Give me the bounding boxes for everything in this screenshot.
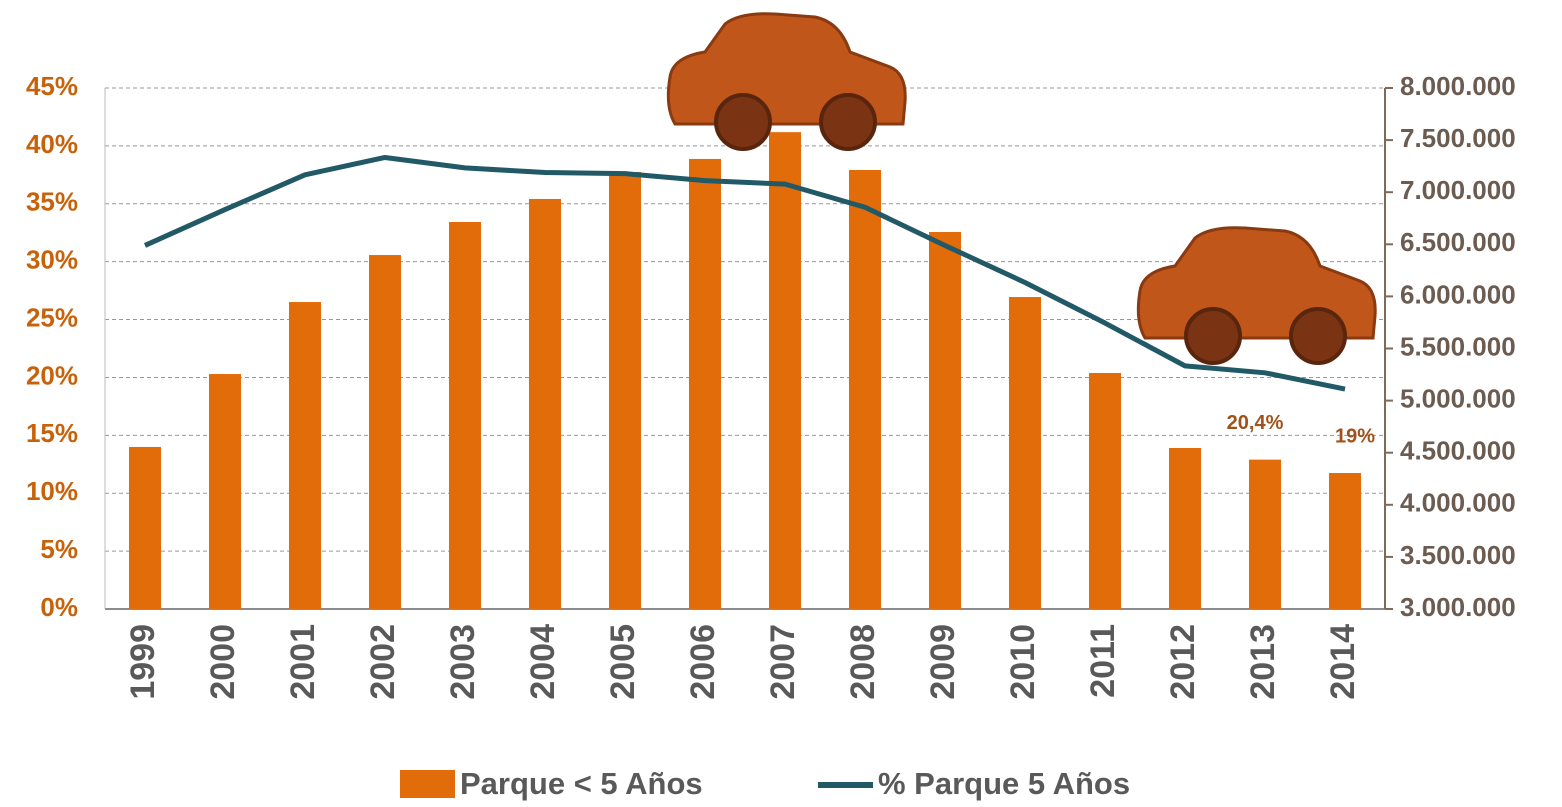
y-tick-label: 25% — [26, 302, 78, 332]
legend-swatch — [400, 770, 455, 798]
value-label: 19% — [1335, 425, 1375, 447]
y2-tick-label: 6.000.000 — [1400, 279, 1516, 309]
y-tick-label: 15% — [26, 418, 78, 448]
bar — [369, 255, 401, 609]
bar — [1089, 373, 1121, 609]
y-tick-label: 5% — [40, 534, 78, 564]
y2-tick-label: 6.500.000 — [1400, 227, 1516, 257]
bar — [529, 199, 561, 609]
x-tick-label: 2007 — [764, 624, 802, 700]
y-tick-label: 20% — [26, 360, 78, 390]
bar — [689, 159, 721, 609]
y2-tick-label: 8.000.000 — [1400, 71, 1516, 101]
bar — [289, 302, 321, 609]
chart: 0% 5% 10% 15% 20% 25% 30% 35% 40% 45% 3.000.000 3.5… — [0, 0, 1562, 807]
x-tick-label: 2014 — [1324, 624, 1362, 700]
y2-tick-label: 7.500.000 — [1400, 123, 1516, 153]
x-tick-label: 2001 — [284, 624, 322, 700]
bar — [609, 172, 641, 609]
legend-label: Parque < 5 Años — [460, 766, 703, 801]
car-icon — [1138, 228, 1375, 363]
car-icon — [668, 14, 905, 149]
x-tick-label: 2002 — [364, 624, 402, 700]
x-tick-label: 2013 — [1244, 624, 1282, 700]
y-tick-label: 35% — [26, 187, 78, 217]
y2-tick-label: 5.500.000 — [1400, 331, 1516, 361]
x-tick-label: 2008 — [844, 624, 882, 700]
value-label: 20,4% — [1227, 412, 1284, 434]
x-tick-label: 2006 — [684, 624, 722, 700]
bar — [209, 374, 241, 609]
x-tick-label: 2005 — [604, 624, 642, 700]
y-tick-label: 0% — [40, 592, 78, 622]
y2-tick-label: 5.000.000 — [1400, 383, 1516, 413]
y2-tick-label: 3.500.000 — [1400, 540, 1516, 570]
bar — [449, 222, 481, 609]
bar — [929, 232, 961, 609]
x-tick-label: 2010 — [1004, 624, 1042, 700]
y-tick-label: 10% — [26, 476, 78, 506]
x-tick-label: 2012 — [1164, 624, 1202, 700]
x-tick-label: 2000 — [204, 624, 242, 700]
bar — [129, 447, 161, 609]
legend-label: % Parque 5 Años — [878, 766, 1130, 801]
bar — [1329, 473, 1361, 609]
y2-tick-label: 3.000.000 — [1400, 592, 1516, 622]
y2-tick-label: 4.000.000 — [1400, 488, 1516, 518]
y-tick-label: 40% — [26, 129, 78, 159]
page: {"chart_data": {"type": "bar-line", "cat… — [0, 0, 1562, 807]
y-tick-label: 30% — [26, 245, 78, 275]
x-tick-label: 2004 — [524, 624, 562, 700]
x-tick-label: 1999 — [124, 624, 162, 700]
bar — [1009, 297, 1041, 609]
bar — [1249, 460, 1281, 609]
bar — [849, 170, 881, 609]
x-tick-label: 2011 — [1084, 624, 1122, 698]
y2-tick-label: 7.000.000 — [1400, 175, 1516, 205]
bar — [1169, 448, 1201, 609]
x-tick-label: 2003 — [444, 624, 482, 700]
bar — [769, 132, 801, 609]
y2-tick-label: 4.500.000 — [1400, 436, 1516, 466]
x-tick-label: 2009 — [924, 624, 962, 700]
y-tick-label: 45% — [26, 71, 78, 101]
